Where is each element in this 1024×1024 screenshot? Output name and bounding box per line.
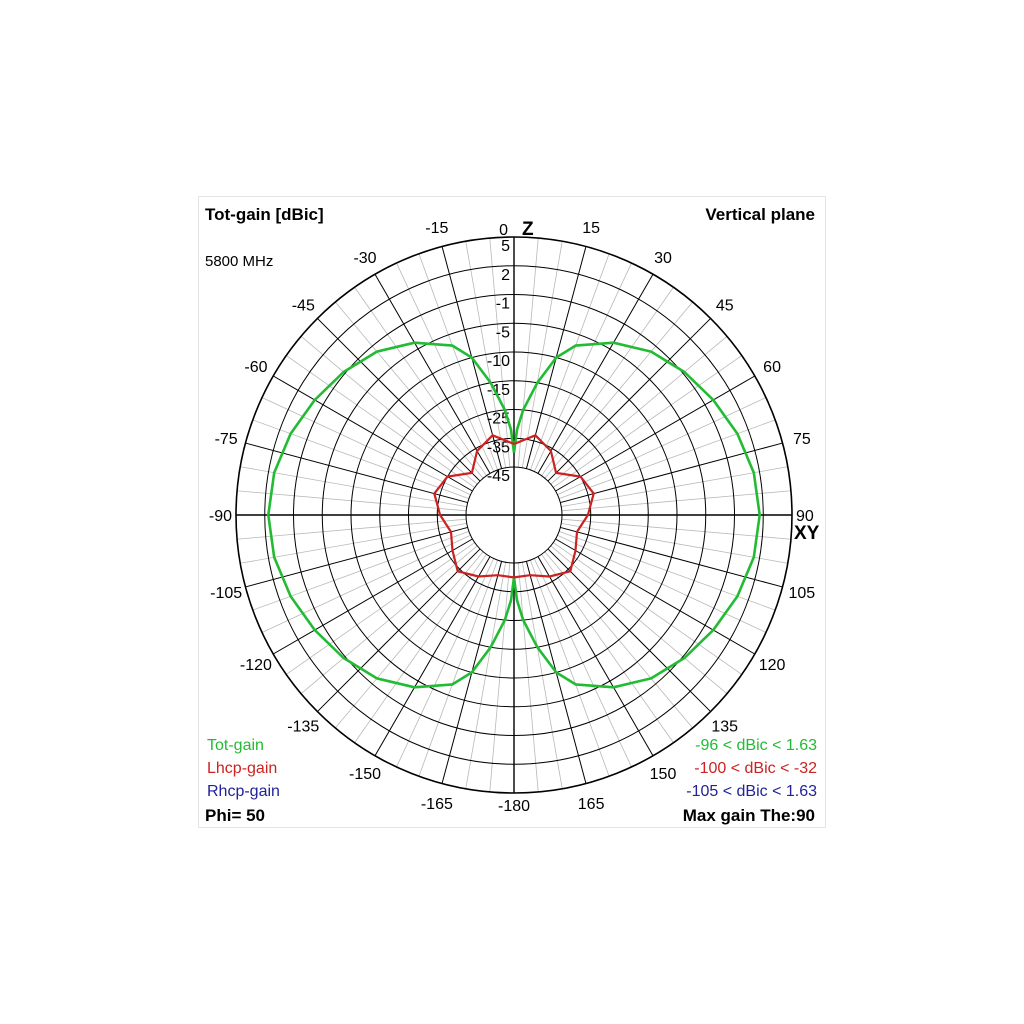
angle-tick-label: 75	[793, 431, 811, 448]
angle-tick-label: -60	[244, 359, 267, 376]
legend-lhcp-range: -100 < dBic < -32	[694, 760, 817, 777]
grid-ring	[465, 466, 563, 564]
angle-tick-label: -105	[210, 585, 242, 602]
angle-tick-label: 165	[578, 796, 605, 813]
angle-tick-label: -150	[349, 766, 381, 783]
angle-tick-label: -120	[240, 657, 272, 674]
axis-label-z: Z	[522, 219, 534, 240]
angle-tick-label: -30	[353, 250, 376, 267]
radial-tick-label: 5	[501, 238, 510, 255]
series-1-line	[433, 434, 595, 579]
radial-tick-label: -35	[487, 439, 510, 456]
legend-rhcp-label: Rhcp-gain	[207, 783, 280, 800]
angle-tick-label: -165	[421, 796, 453, 813]
series-0-line	[512, 341, 761, 689]
angle-tick-label: 120	[759, 657, 786, 674]
angle-tick-label: 30	[654, 250, 672, 267]
radial-tick-label: -1	[496, 296, 510, 313]
legend-lhcp-label: Lhcp-gain	[207, 760, 278, 777]
angle-tick-label: 45	[716, 297, 734, 314]
grid-ring	[264, 265, 764, 765]
angle-tick-label: 135	[711, 719, 738, 736]
radial-tick-label: 2	[501, 267, 510, 284]
frequency-label: 5800 MHz	[205, 253, 274, 270]
series-0-line-mirror	[267, 341, 516, 689]
angle-tick-label: -45	[292, 297, 315, 314]
angle-tick-label: -15	[425, 220, 448, 237]
grid-ring	[293, 294, 735, 736]
angle-tick-label: 105	[788, 585, 815, 602]
legend-tot-label: Tot-gain	[207, 737, 264, 754]
phi-label: Phi= 50	[205, 806, 266, 825]
angle-tick-label: 90	[796, 508, 814, 525]
grid-ring	[235, 236, 793, 794]
radial-tick-label: -10	[487, 353, 510, 370]
radial-tick-label: -25	[487, 411, 510, 428]
angle-tick-label: -180	[498, 798, 530, 815]
angle-tick-label: -90	[209, 508, 232, 525]
radial-tick-label: -45	[487, 468, 510, 485]
polar-plot-panel: Tot-gain [dBic] 5800 MHz Vertical plane …	[198, 196, 826, 828]
angle-tick-label: 0	[499, 222, 508, 239]
grid-ring	[321, 322, 707, 708]
legend-rhcp-range: -105 < dBic < 1.63	[686, 783, 817, 800]
max-gain-label: Max gain The:90	[682, 806, 815, 825]
radial-tick-label: -5	[496, 324, 510, 341]
grid-ring	[350, 351, 678, 679]
chart-title: Tot-gain [dBic]	[205, 205, 324, 224]
polar-chart: 5 2 -1 -5 -10 -15 -25 -35 -45 0 15 30 45 60 75 90 105 120…	[209, 219, 820, 815]
grid-ring	[408, 409, 620, 621]
grid-ring	[436, 437, 592, 593]
axis-label-xy: XY	[794, 523, 820, 544]
grid-ring	[379, 380, 649, 650]
angle-tick-label: -135	[287, 719, 319, 736]
angle-tick-label: 60	[763, 359, 781, 376]
angle-tick-label: 150	[650, 766, 677, 783]
angle-tick-label: -75	[215, 431, 238, 448]
legend-tot-range: -96 < dBic < 1.63	[695, 737, 817, 754]
angle-tick-label: 15	[582, 220, 600, 237]
plane-label: Vertical plane	[705, 205, 815, 224]
